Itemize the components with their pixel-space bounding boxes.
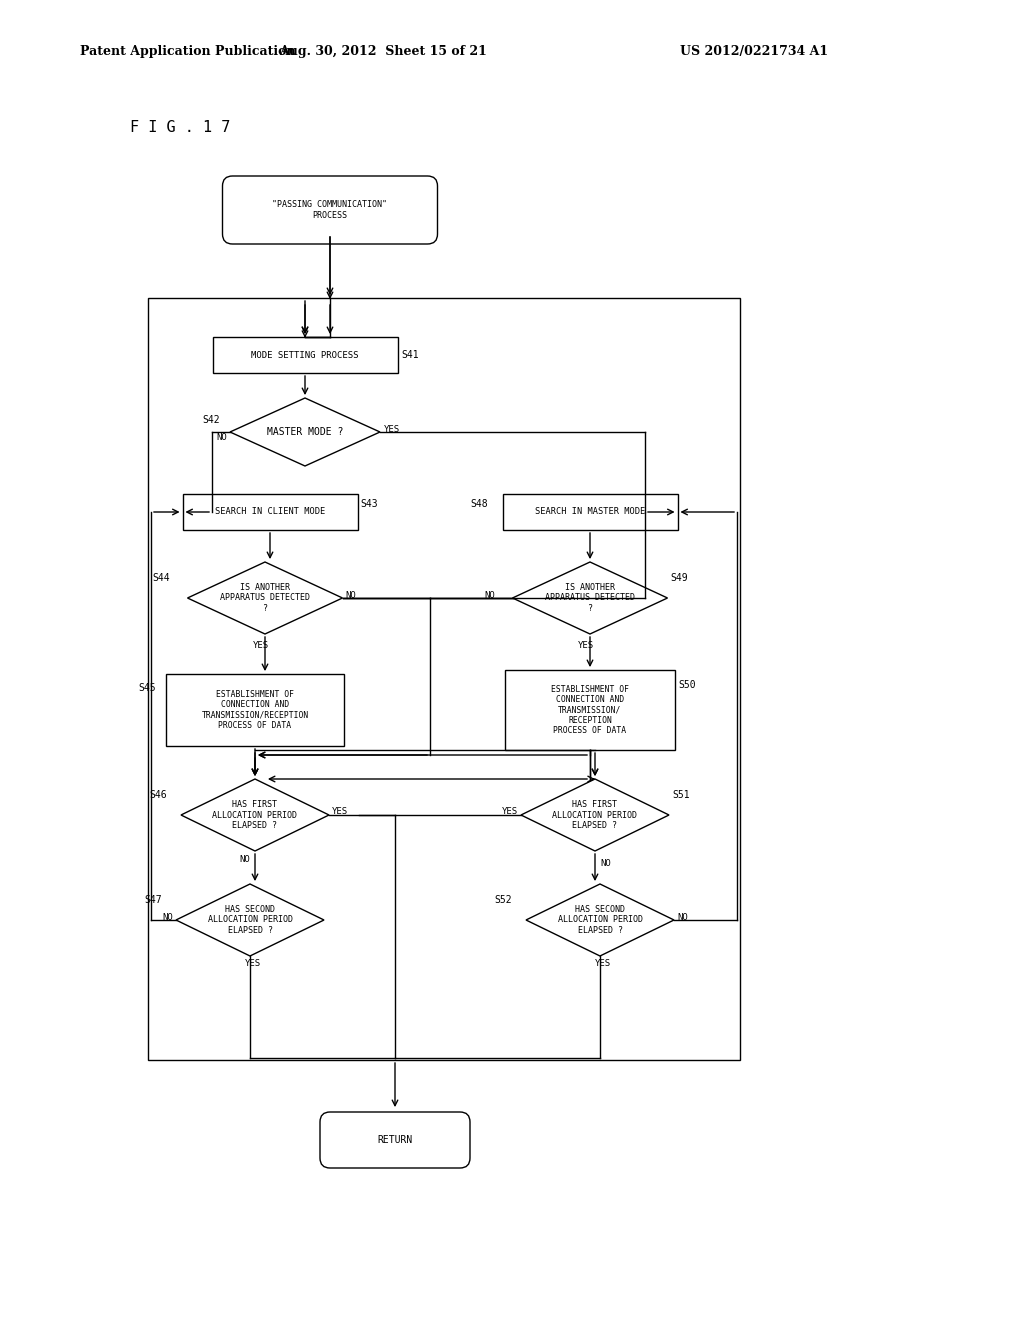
Text: YES: YES [332, 808, 348, 817]
Text: IS ANOTHER
APPARATUS DETECTED
?: IS ANOTHER APPARATUS DETECTED ? [220, 583, 310, 612]
Text: MODE SETTING PROCESS: MODE SETTING PROCESS [251, 351, 358, 359]
Bar [503, 494, 678, 531]
Polygon shape [521, 779, 669, 851]
Text: S51: S51 [672, 789, 689, 800]
Text: ESTABLISHMENT OF
CONNECTION AND
TRANSMISSION/RECEPTION
PROCESS OF DATA: ESTABLISHMENT OF CONNECTION AND TRANSMIS… [202, 690, 308, 730]
Text: SEARCH IN MASTER MODE: SEARCH IN MASTER MODE [535, 507, 645, 516]
Text: NO: NO [216, 433, 227, 441]
Text: YES: YES [245, 960, 261, 969]
Bar [182, 494, 357, 531]
Text: NO: NO [162, 912, 173, 921]
Text: S52: S52 [494, 895, 512, 906]
Text: HAS FIRST
ALLOCATION PERIOD
ELAPSED ?: HAS FIRST ALLOCATION PERIOD ELAPSED ? [213, 800, 298, 830]
Bar [148, 298, 740, 1060]
Text: IS ANOTHER
APPARATUS DETECTED
?: IS ANOTHER APPARATUS DETECTED ? [545, 583, 635, 612]
Text: HAS SECOND
ALLOCATION PERIOD
ELAPSED ?: HAS SECOND ALLOCATION PERIOD ELAPSED ? [557, 906, 642, 935]
Bar [213, 337, 397, 374]
Polygon shape [176, 884, 324, 956]
Text: MASTER MODE ?: MASTER MODE ? [267, 426, 343, 437]
Text: YES: YES [502, 808, 518, 817]
Text: NO: NO [600, 858, 610, 867]
Text: HAS FIRST
ALLOCATION PERIOD
ELAPSED ?: HAS FIRST ALLOCATION PERIOD ELAPSED ? [553, 800, 638, 830]
Text: S46: S46 [150, 789, 167, 800]
Text: S43: S43 [360, 499, 378, 510]
Text: S44: S44 [153, 573, 170, 583]
Polygon shape [230, 399, 380, 466]
Text: YES: YES [595, 960, 611, 969]
Polygon shape [512, 562, 668, 634]
Polygon shape [181, 779, 329, 851]
FancyBboxPatch shape [222, 176, 437, 244]
Text: SEARCH IN CLIENT MODE: SEARCH IN CLIENT MODE [215, 507, 326, 516]
Text: S47: S47 [144, 895, 162, 906]
Polygon shape [526, 884, 674, 956]
Text: S45: S45 [138, 682, 156, 693]
Text: S41: S41 [401, 350, 419, 360]
Text: F I G . 1 7: F I G . 1 7 [130, 120, 230, 136]
Text: Patent Application Publication: Patent Application Publication [80, 45, 296, 58]
Text: NO: NO [345, 590, 356, 599]
Text: S50: S50 [678, 680, 695, 690]
Text: Aug. 30, 2012  Sheet 15 of 21: Aug. 30, 2012 Sheet 15 of 21 [280, 45, 487, 58]
Bar [166, 675, 344, 746]
Text: YES: YES [578, 642, 594, 651]
Text: NO: NO [484, 590, 496, 599]
Text: ESTABLISHMENT OF
CONNECTION AND
TRANSMISSION/
RECEPTION
PROCESS OF DATA: ESTABLISHMENT OF CONNECTION AND TRANSMIS… [551, 685, 629, 735]
Text: HAS SECOND
ALLOCATION PERIOD
ELAPSED ?: HAS SECOND ALLOCATION PERIOD ELAPSED ? [208, 906, 293, 935]
Text: "PASSING COMMUNICATION"
PROCESS: "PASSING COMMUNICATION" PROCESS [272, 201, 387, 219]
Text: S42: S42 [202, 414, 219, 425]
Text: S48: S48 [470, 499, 488, 510]
Polygon shape [187, 562, 342, 634]
Text: NO: NO [677, 912, 688, 921]
Text: RETURN: RETURN [378, 1135, 413, 1144]
Text: YES: YES [253, 642, 269, 651]
Text: US 2012/0221734 A1: US 2012/0221734 A1 [680, 45, 828, 58]
Text: YES: YES [384, 425, 400, 433]
Text: NO: NO [240, 854, 250, 863]
Text: S49: S49 [671, 573, 688, 583]
FancyBboxPatch shape [319, 1111, 470, 1168]
Bar [505, 671, 675, 750]
